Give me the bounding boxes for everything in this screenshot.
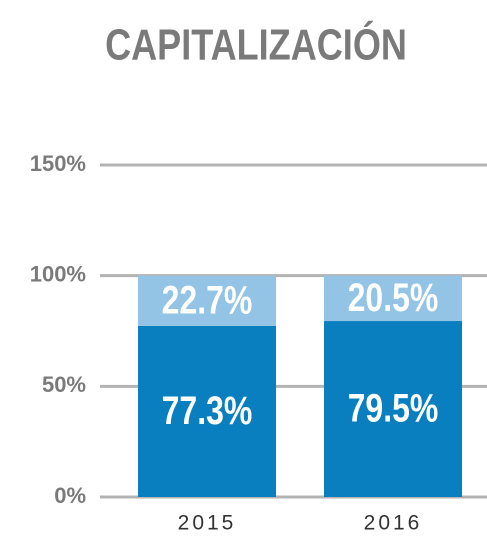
bar-segment (138, 275, 276, 326)
x-tick-label: 2016 (364, 512, 423, 535)
data-label: 22.7% (162, 277, 253, 322)
data-label: 77.3% (162, 388, 253, 433)
bar-segment (324, 321, 462, 497)
chart-title: CAPITALIZACIÓN (105, 19, 407, 69)
y-tick-label: 50% (42, 372, 86, 397)
data-label: 20.5% (348, 274, 439, 319)
x-tick-label: 2015 (178, 512, 237, 535)
bar-segment (324, 275, 462, 322)
y-tick-label: 150% (30, 151, 86, 176)
data-label: 79.5% (348, 385, 439, 430)
y-tick-label: 100% (30, 261, 86, 286)
bar-segment (138, 325, 276, 497)
y-tick-label: 0% (54, 483, 86, 508)
